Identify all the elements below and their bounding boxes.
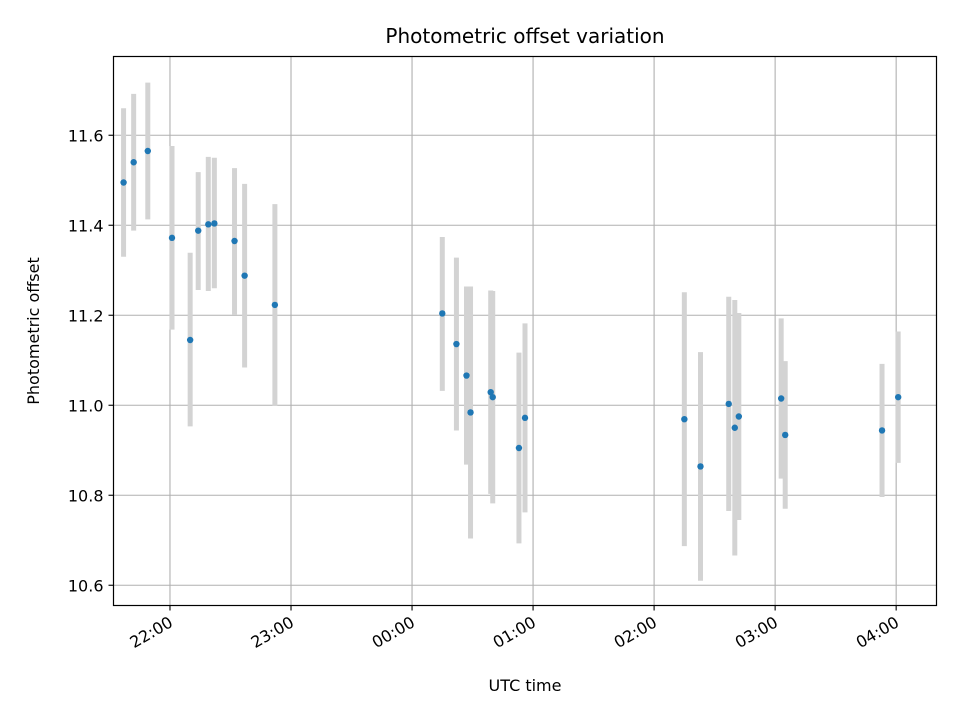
y-tick-label: 10.6 xyxy=(68,576,104,595)
plot-frame xyxy=(112,55,938,607)
data-point xyxy=(697,463,704,470)
data-point xyxy=(231,237,238,245)
data-point xyxy=(725,400,732,408)
data-point xyxy=(186,336,194,344)
data-point xyxy=(878,427,886,434)
data-point xyxy=(782,431,789,439)
data-point xyxy=(205,221,212,228)
data-point xyxy=(463,372,470,379)
data-point xyxy=(195,227,202,234)
data-point xyxy=(467,409,474,416)
data-point xyxy=(453,340,460,348)
data-point xyxy=(489,393,496,401)
y-tick-label: 11.4 xyxy=(68,216,104,235)
data-point xyxy=(241,272,248,279)
data-point xyxy=(515,444,523,452)
data-points xyxy=(120,147,902,470)
data-point xyxy=(130,159,137,166)
data-point xyxy=(731,424,738,431)
data-point xyxy=(211,220,218,227)
data-point xyxy=(735,413,743,420)
y-axis-label: Photometric offset xyxy=(24,257,43,405)
x-axis-label: UTC time xyxy=(489,676,562,695)
data-point xyxy=(168,234,176,242)
y-tick-label: 11.0 xyxy=(68,396,104,415)
y-tick-label: 11.6 xyxy=(68,126,104,145)
y-tick-label: 10.8 xyxy=(68,486,104,505)
data-point xyxy=(681,416,688,423)
data-point xyxy=(439,310,446,317)
data-point xyxy=(144,147,151,155)
data-point xyxy=(777,395,785,402)
y-tick-label: 11.2 xyxy=(68,306,104,325)
data-point xyxy=(487,389,494,396)
chart-title: Photometric offset variation xyxy=(385,24,664,48)
data-point xyxy=(521,414,529,422)
data-point xyxy=(271,301,279,309)
data-point xyxy=(120,179,127,186)
data-point xyxy=(894,393,902,401)
